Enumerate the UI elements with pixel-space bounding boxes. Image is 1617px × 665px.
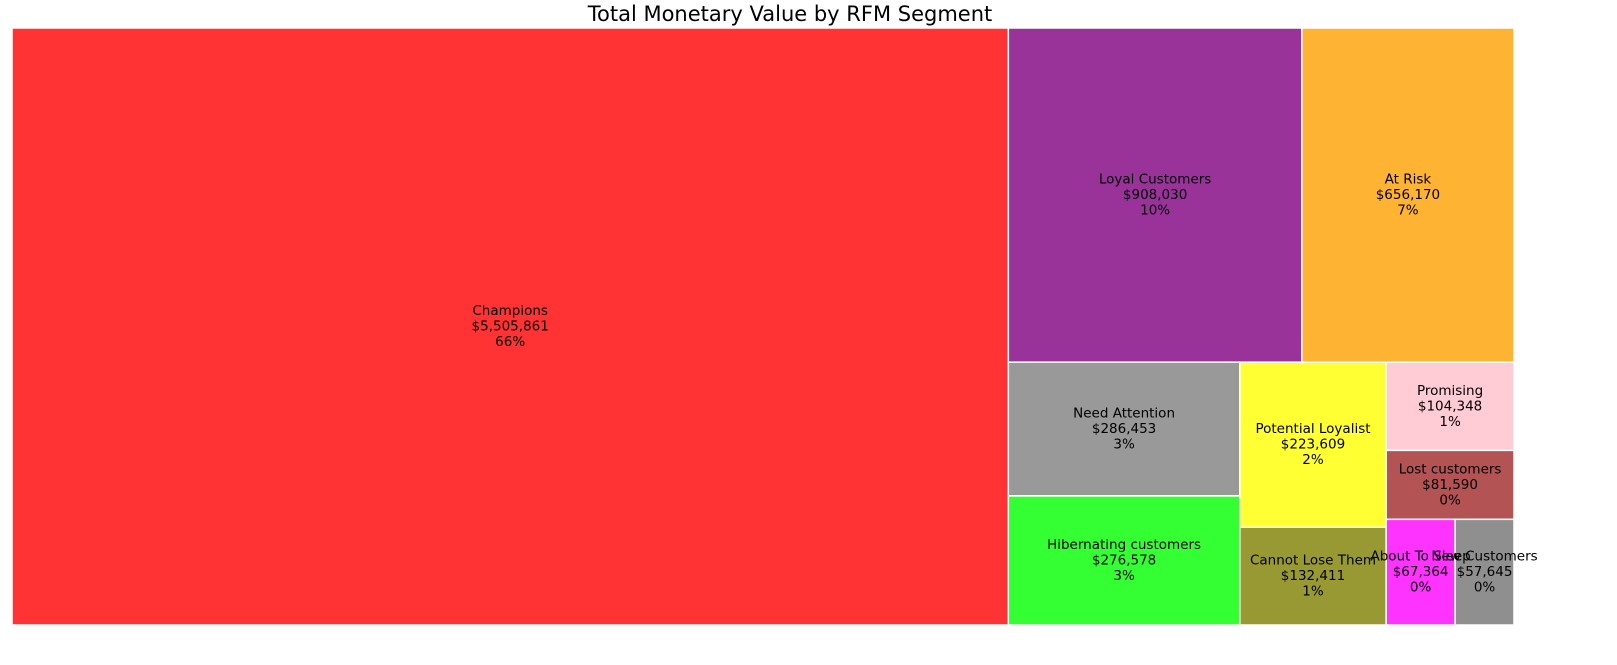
tile-label-value-about-to-sleep: $67,364	[1393, 564, 1449, 580]
tile-label-percent-champions: 66%	[495, 334, 525, 350]
tile-label-percent-new-customers: 0%	[1474, 580, 1496, 596]
tile-label-percent-at-risk: 7%	[1397, 203, 1419, 219]
tile-label-percent-about-to-sleep: 0%	[1410, 580, 1432, 596]
tile-label-value-hibernating-customers: $276,578	[1092, 552, 1156, 568]
chart-title: Total Monetary Value by RFM Segment	[587, 2, 993, 26]
tile-label-name-at-risk: At Risk	[1385, 172, 1432, 188]
tile-label-name-champions: Champions	[472, 303, 548, 319]
tile-label-value-cannot-lose-them: $132,411	[1281, 568, 1345, 584]
tile-label-value-promising: $104,348	[1418, 398, 1482, 414]
tile-label-name-need-attention: Need Attention	[1073, 406, 1175, 422]
tiles-layer	[11, 27, 1515, 626]
tile-about-to-sleep	[1385, 518, 1456, 626]
tile-label-value-champions: $5,505,861	[472, 319, 549, 335]
tile-label-value-potential-loyalist: $223,609	[1281, 437, 1345, 453]
tile-label-value-at-risk: $656,170	[1376, 187, 1440, 203]
tile-label-name-lost-customers: Lost customers	[1399, 461, 1502, 477]
tile-potential-loyalist	[1239, 361, 1387, 529]
tile-label-name-new-customers: New Customers	[1431, 549, 1537, 565]
tile-label-name-potential-loyalist: Potential Loyalist	[1255, 421, 1370, 437]
tile-label-name-hibernating-customers: Hibernating customers	[1047, 537, 1201, 553]
tile-loyal-customers	[1007, 27, 1303, 363]
tile-label-percent-loyal-customers: 10%	[1140, 203, 1170, 219]
tile-need-attention	[1007, 361, 1241, 497]
tile-label-percent-hibernating-customers: 3%	[1113, 568, 1135, 584]
tile-label-percent-lost-customers: 0%	[1439, 492, 1461, 508]
tile-label-percent-need-attention: 3%	[1113, 437, 1135, 453]
tile-label-name-about-to-sleep: About To Sleep	[1371, 549, 1471, 565]
tile-label-percent-promising: 1%	[1439, 414, 1461, 430]
tile-at-risk	[1301, 27, 1515, 363]
tile-label-value-new-customers: $57,645	[1457, 564, 1513, 580]
tile-new-customers	[1454, 518, 1515, 626]
tile-label-value-need-attention: $286,453	[1092, 421, 1156, 437]
tile-label-percent-cannot-lose-them: 1%	[1302, 584, 1324, 600]
tile-label-percent-potential-loyalist: 2%	[1302, 452, 1324, 468]
tile-champions	[11, 27, 1010, 626]
tile-hibernating-customers	[1007, 495, 1241, 626]
tile-label-value-lost-customers: $81,590	[1422, 477, 1478, 493]
tile-label-name-cannot-lose-them: Cannot Lose Them	[1250, 553, 1376, 569]
tile-label-value-loyal-customers: $908,030	[1123, 187, 1187, 203]
tile-cannot-lose-them	[1239, 526, 1387, 626]
tile-label-name-promising: Promising	[1417, 383, 1483, 399]
tile-promising	[1385, 361, 1515, 452]
tile-label-name-loyal-customers: Loyal Customers	[1099, 172, 1211, 188]
